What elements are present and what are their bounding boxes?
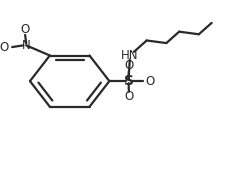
Text: O: O (21, 23, 30, 36)
Text: O: O (0, 41, 9, 54)
Text: S: S (124, 74, 134, 88)
Text: N: N (22, 39, 31, 52)
Text: O: O (124, 90, 134, 103)
Text: HN: HN (121, 49, 139, 62)
Text: O: O (124, 59, 134, 72)
Text: O: O (146, 75, 155, 88)
